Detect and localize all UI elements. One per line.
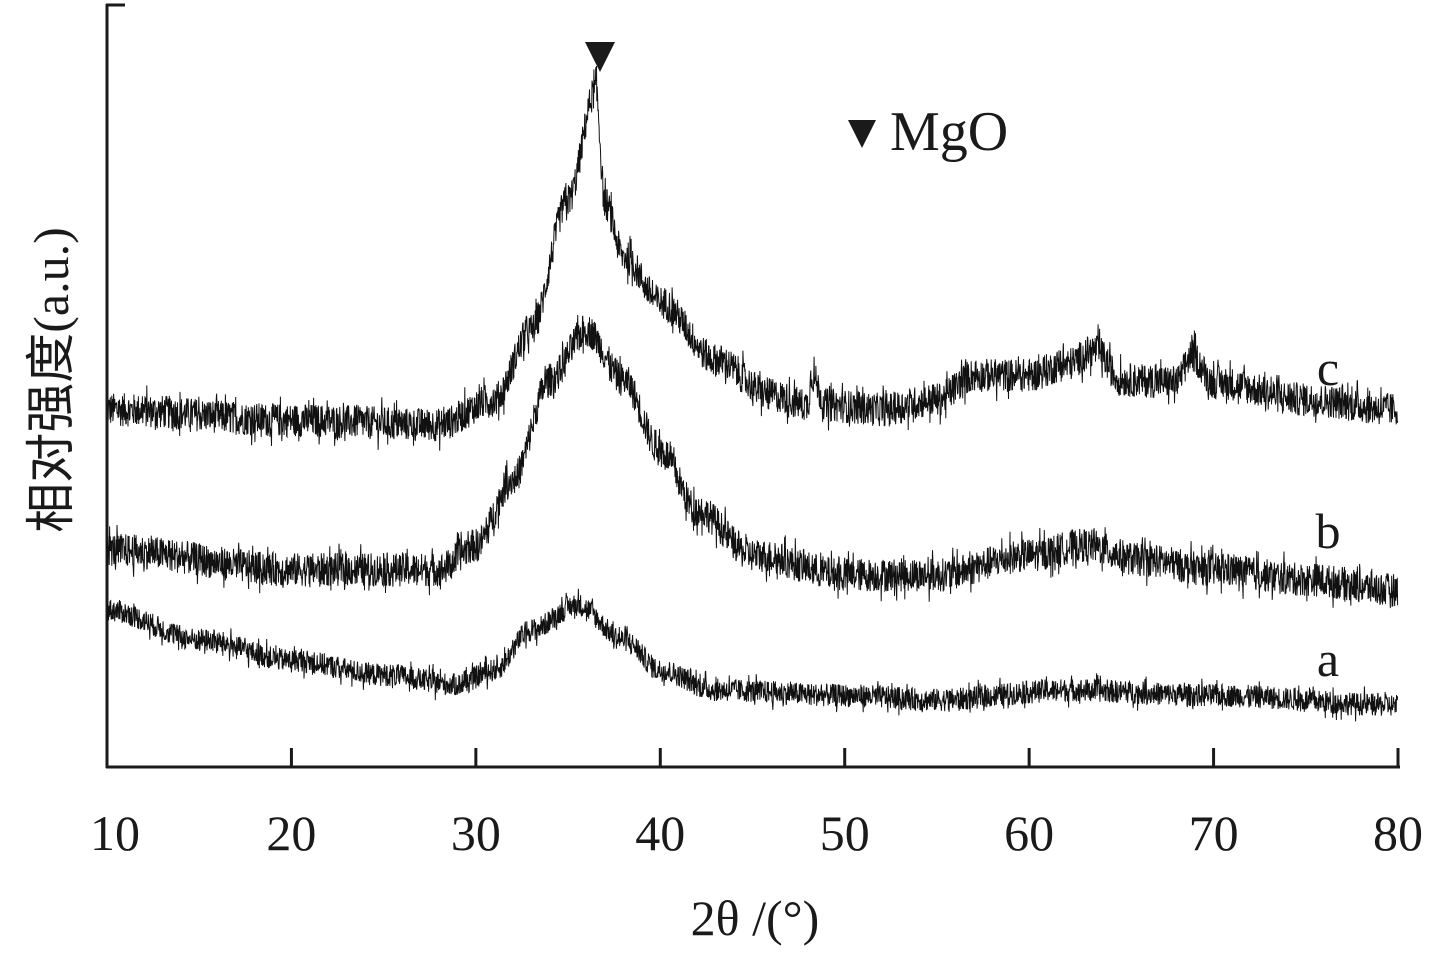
series-label-b: b [1316,503,1341,559]
x-tick-label: 40 [635,805,685,861]
series-b-line [106,314,1399,609]
x-tick-label: 70 [1189,805,1239,861]
y-axis-title: 相对强度(a.u.) [23,227,79,533]
series-label-c: c [1317,340,1339,396]
series-label-a: a [1317,631,1339,687]
x-tick-label: 10 [90,805,140,861]
x-tick-label: 30 [451,805,501,861]
peak-triangle-marker [585,42,615,72]
x-tick-label: 20 [266,805,316,861]
x-axis-title: 2θ /(°) [691,890,820,946]
legend-triangle-marker [848,120,876,148]
series-c-line [106,65,1399,451]
x-tick-label: 50 [820,805,870,861]
axes [105,3,1400,769]
series-a-line [106,588,1399,722]
legend: MgO [848,101,1008,163]
legend-label: MgO [890,101,1008,163]
x-tick-label: 60 [1004,805,1054,861]
x-tick-label: 80 [1373,805,1423,861]
